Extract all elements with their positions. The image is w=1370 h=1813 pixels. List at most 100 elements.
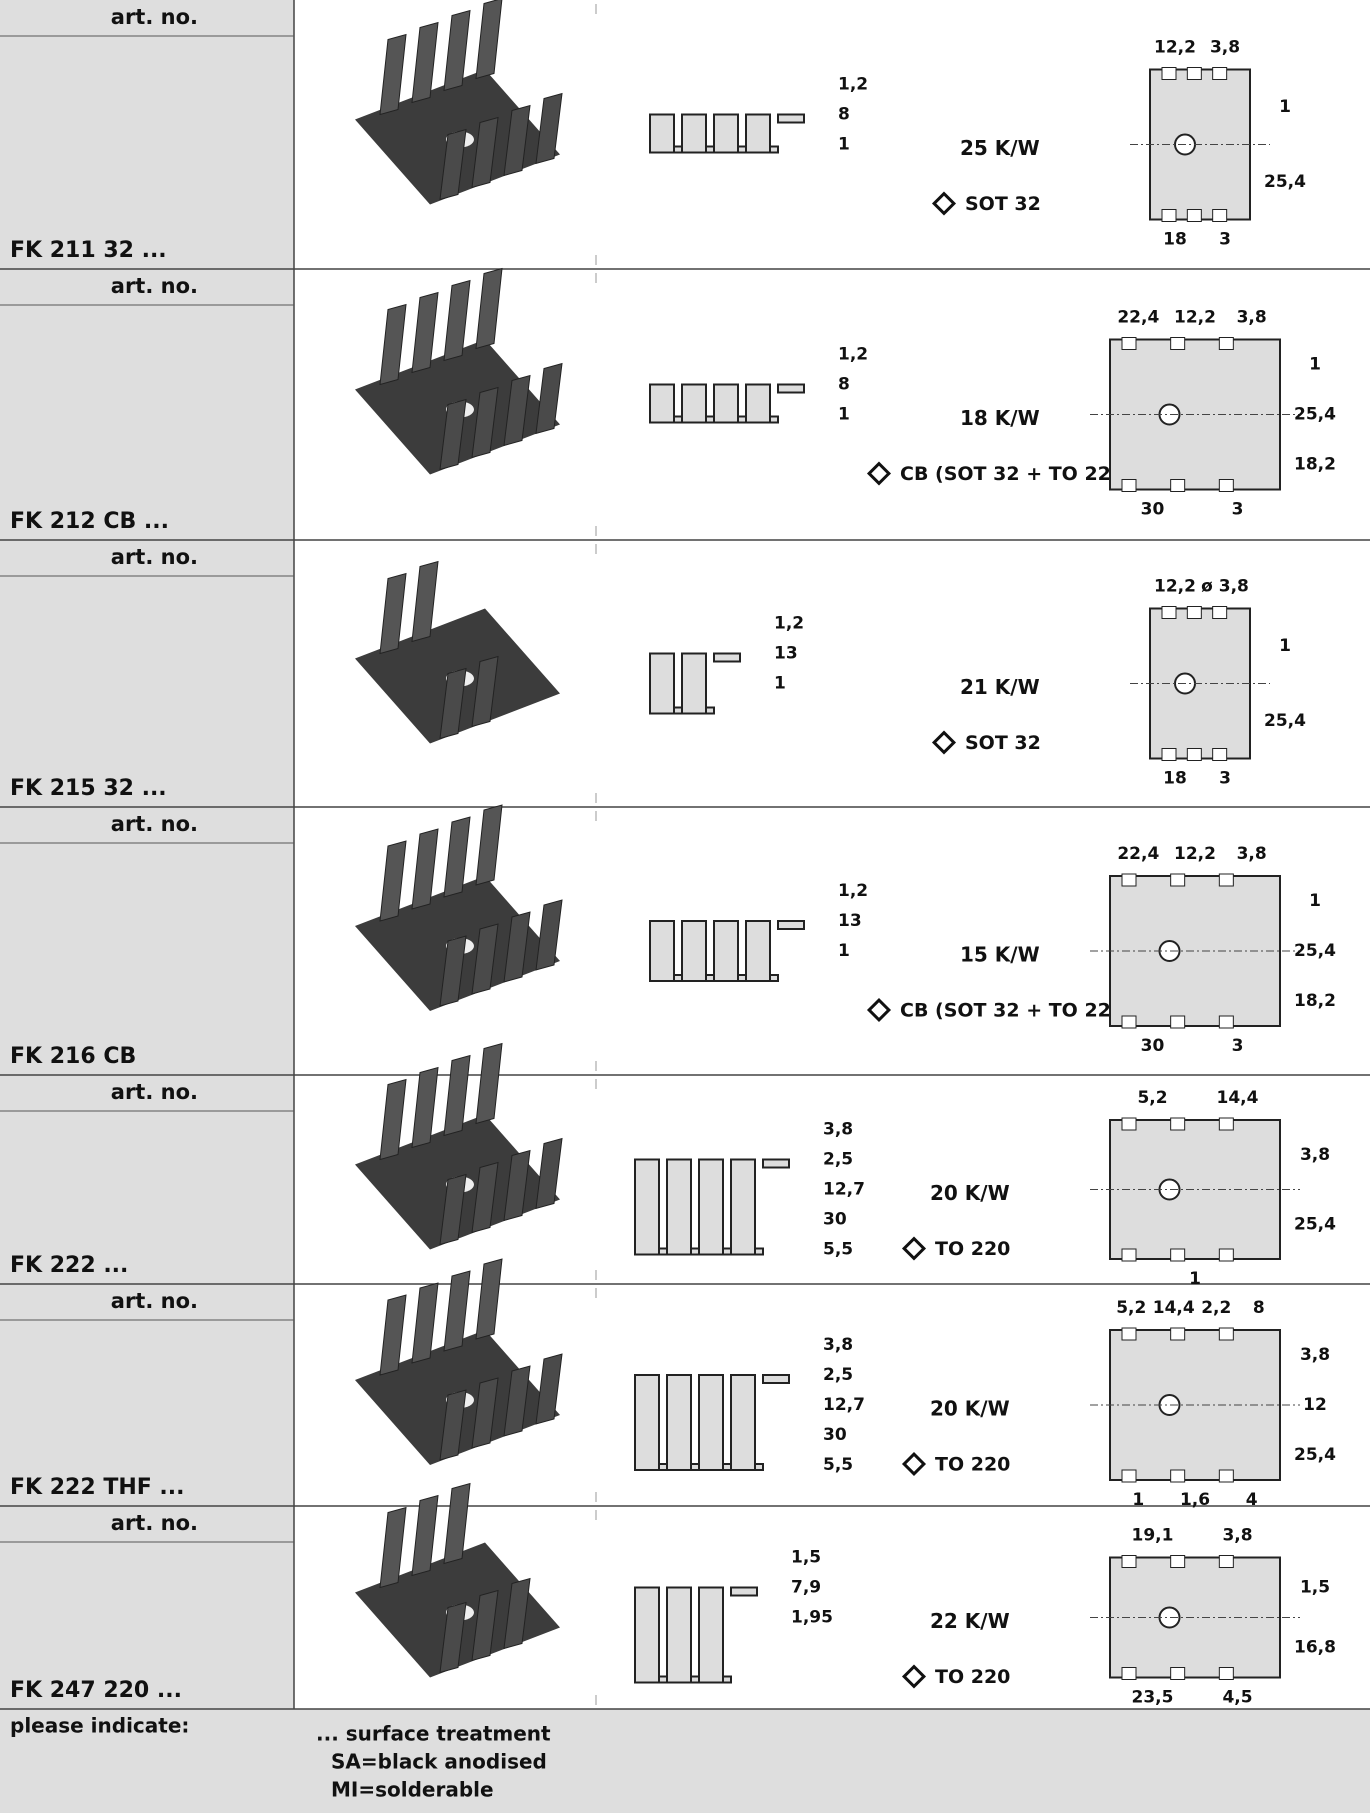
top-dimension: 3 [1232,1036,1244,1056]
top-dimension: 18,2 [1294,455,1336,475]
profile-fin [713,383,739,424]
notch [1212,67,1228,80]
profile-fin [713,920,739,982]
top-dimension: 4 [1246,1490,1258,1510]
fin [439,1389,467,1461]
part-number: FK 222 ... [10,1253,128,1278]
profile-fin [698,1158,724,1256]
top-dimension: 14,4 [1153,1298,1195,1318]
fin [471,1161,499,1234]
heatsink-photo [355,1042,563,1250]
profile-fin [713,113,739,154]
thermal-resistance: 25 K/W [960,136,1040,160]
profile-tab [777,113,805,124]
notch [1170,1015,1186,1029]
fin [439,128,467,201]
notch [1218,1469,1234,1483]
art-no-label: art. no. [111,545,198,569]
fin [503,911,531,983]
fin [535,1137,563,1210]
profile-fin [649,383,675,424]
profile-dimension: 1,95 [791,1608,833,1628]
profile-dimension: 2,5 [823,1150,853,1170]
package: SOT 32 [965,193,1041,215]
fin [443,1482,471,1565]
fin [535,899,563,971]
package-icon [866,461,892,486]
fin [475,1042,503,1125]
profile-drawing [649,113,805,154]
top-dimension: 1 [1309,355,1321,375]
package-icon [901,1451,927,1477]
profile-dimension: 30 [823,1210,847,1230]
fin [439,1173,467,1246]
fin [439,398,467,471]
profile-dimension: 1 [838,135,850,155]
profile-fin [634,1586,660,1684]
notch [1186,67,1202,80]
profile-dimension: 2,5 [823,1365,853,1385]
footer-label: please indicate: [10,1714,189,1738]
top-view-drawing [1130,606,1270,761]
profile-dimension: 8 [838,105,850,125]
profile-fin [649,113,675,154]
top-dimension: 5,2 [1116,1298,1146,1318]
art-no-label: art. no. [111,1080,198,1104]
fin [411,828,439,910]
notch [1218,1117,1234,1131]
profile-dimension: 1 [838,941,850,961]
notch [1186,606,1202,619]
fin [379,840,407,922]
package: CB (SOT 32 + TO 220) [900,463,1133,485]
art-no-label: art. no. [111,1289,198,1313]
profile-dimension: 5,5 [823,1240,853,1260]
top-view-drawing [1090,1555,1300,1680]
notch [1170,1469,1186,1483]
thermal-resistance: 15 K/W [960,943,1040,967]
profile-drawing [649,383,805,424]
profile-tab [713,652,741,663]
fin [471,923,499,995]
package-icon [901,1664,927,1689]
fin [443,1054,471,1137]
profile-tab [730,1586,758,1597]
notch [1212,209,1228,222]
fin [379,572,407,655]
notch [1218,1555,1234,1568]
notch [1121,1469,1137,1483]
footer-line: MI=solderable [331,1778,494,1802]
profile-dimension: 1,2 [774,614,804,634]
notch [1121,873,1137,887]
notch [1186,209,1202,222]
notch [1161,606,1177,619]
fin [471,1589,499,1662]
fin [535,1353,563,1425]
profile-drawing [634,1374,790,1471]
fin [439,667,467,740]
profile-dimension: 3,8 [823,1335,853,1355]
fin [443,279,471,362]
notch [1121,1555,1137,1568]
footer-line: ... surface treatment [316,1722,551,1746]
heatsink-photo [355,1482,560,1678]
profile-dimension: 1 [838,405,850,425]
notch [1161,209,1177,222]
art-no-label: art. no. [111,5,198,29]
fin [411,560,439,643]
profile-fin [745,113,771,154]
heatsink-photo [355,804,563,1011]
notch [1121,1327,1137,1341]
top-view-drawing [1090,873,1300,1029]
profile-fin [745,383,771,424]
notch [1170,1117,1186,1131]
fin [475,804,503,886]
top-view-drawing [1090,337,1300,492]
part-number: FK 216 CB [10,1044,136,1069]
notch [1218,479,1234,492]
fin [443,1270,471,1352]
top-dimension: 14,4 [1217,1088,1259,1108]
profile-dimension: 13 [838,911,862,931]
top-dimension: 1 [1309,891,1321,911]
fin [475,0,503,80]
